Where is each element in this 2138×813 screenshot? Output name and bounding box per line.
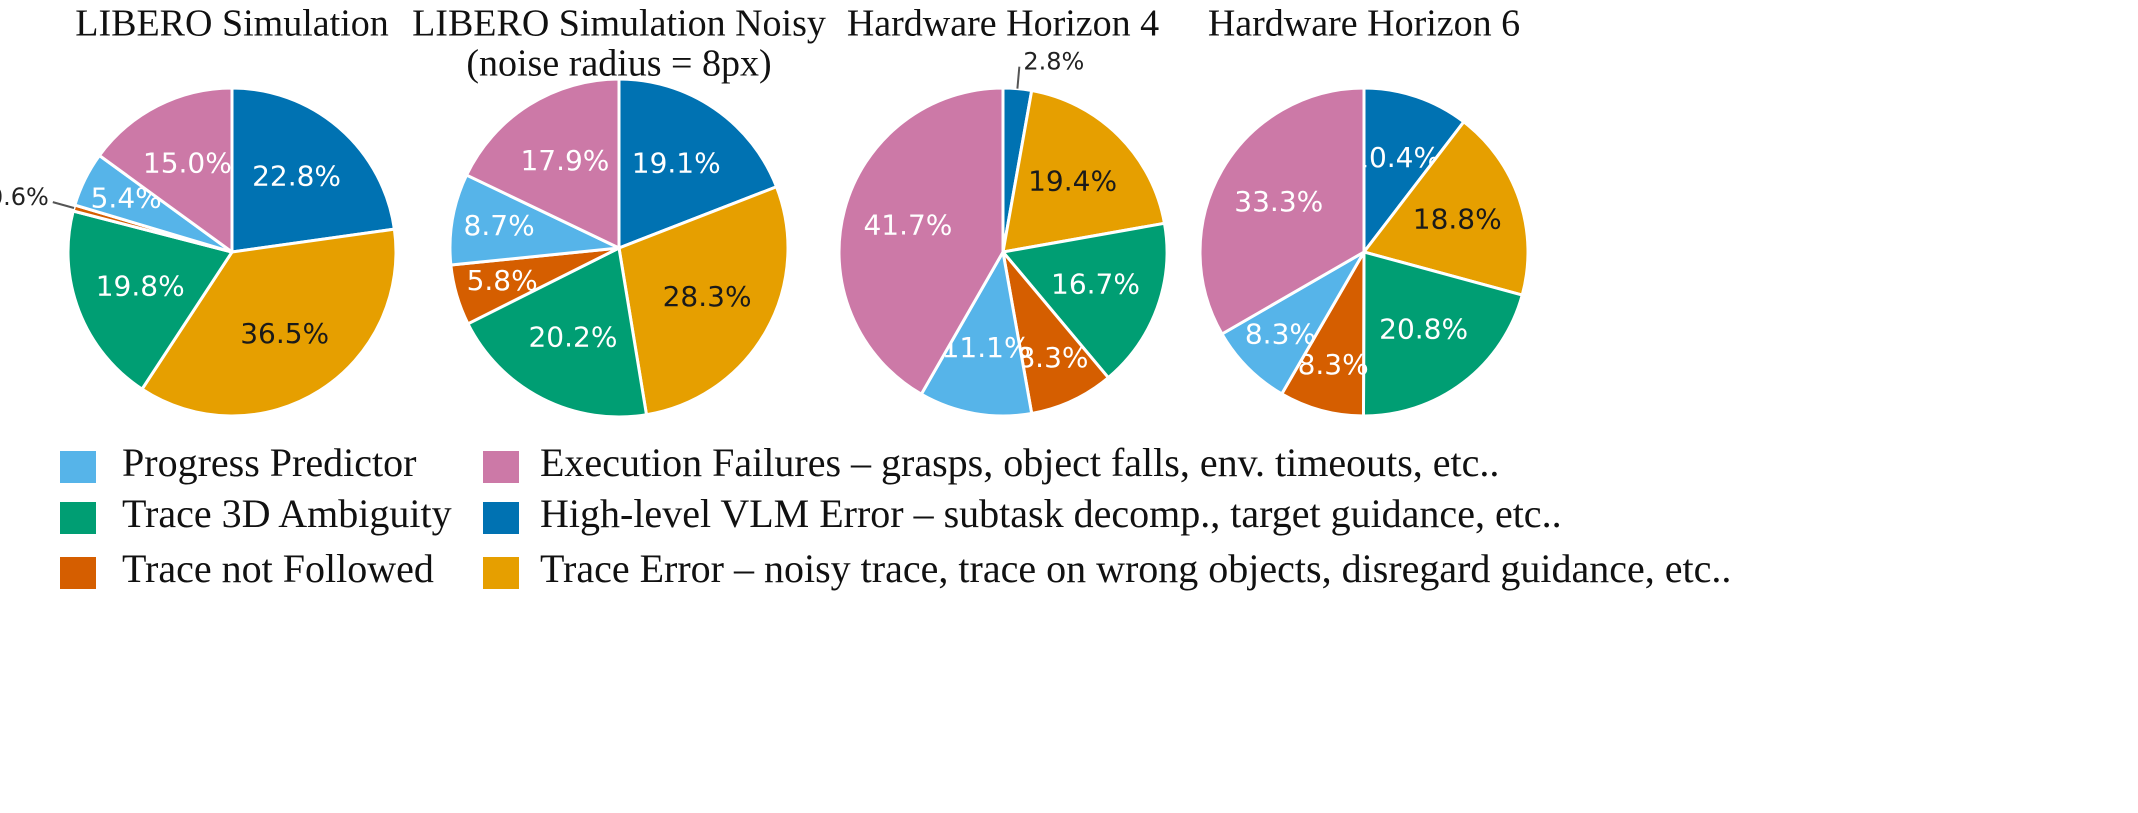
pie-chart-1: LIBERO Simulation22.8%36.5%19.8%0.6%5.4%…: [0, 3, 398, 418]
pie-slice-execution-failures: [97, 86, 234, 254]
slice-label: 10.4%: [1351, 141, 1440, 174]
pie-slice-trace-error: [140, 227, 398, 418]
legend-item-high-level-vlm-error: High-level VLM Error – subtask decomp., …: [483, 491, 1562, 536]
slice-label: 8.3%: [1017, 341, 1088, 374]
legend-item-progress-predictor: Progress Predictor: [60, 440, 416, 485]
pie-slice-trace-error: [1001, 89, 1166, 254]
legend-swatch: [60, 502, 96, 534]
slice-label: 15.0%: [143, 146, 232, 179]
slice-label: 20.2%: [528, 320, 617, 353]
pie-chart-4: Hardware Horizon 6 10.4% 18.8% 20.8% 8.3%8.3…: [1198, 3, 1530, 418]
pie-slice-trace-not-followed: [1001, 250, 1110, 415]
slice-label: 8.3%: [1245, 317, 1316, 350]
slice-label: 8.7%: [464, 209, 535, 242]
pie-slice-trace-error: [1362, 120, 1530, 297]
pie-slice-high-level-vlm-error: [1362, 86, 1466, 254]
slice-label: 36.5%: [240, 317, 329, 350]
legend-item-trace-3d-ambiguity: Trace 3D Ambiguity: [60, 491, 452, 536]
slice-label: 41.7%: [863, 209, 952, 242]
legend-swatch: [483, 557, 519, 589]
slice-label: 18.8%: [1413, 203, 1502, 236]
pie-slice-trace-error: [617, 185, 790, 417]
legend-swatch: [483, 502, 519, 534]
pie-slice-trace-not-followed: [1280, 250, 1366, 418]
slice-label: 19.4%: [1028, 164, 1117, 197]
slice-label: 19.1%: [632, 146, 721, 179]
chart-title: LIBERO Simulation: [75, 3, 389, 45]
slice-label: 33.3%: [1234, 185, 1323, 218]
slice-label: 19.8%: [96, 269, 185, 302]
legend-swatch: [60, 557, 96, 589]
slice-label: 28.3%: [663, 280, 752, 313]
pie-chart-3: Hardware Horizon 4 2.8% 19.4% 16.7% 8.3%11.1…: [837, 3, 1169, 418]
pie-slice-trace-3d-ambiguity: [1361, 250, 1524, 418]
pie-slice-trace-3d-ambiguity: [466, 246, 648, 419]
slice-label: 8.3%: [1298, 348, 1369, 381]
pie-slice-progress-predictor: [1220, 250, 1366, 396]
legend-label: Trace 3D Ambiguity: [122, 491, 452, 536]
pie-slice-high-level-vlm-error: [617, 77, 779, 250]
slice-label: 2.8%: [1023, 48, 1084, 76]
slice-leader-line: [52, 201, 75, 209]
pie-slice-trace-3d-ambiguity: [1001, 221, 1169, 380]
chart-title: Hardware Horizon 6: [1208, 3, 1520, 45]
legend-label: High-level VLM Error – subtask decomp., …: [540, 491, 1562, 536]
pie-slice-high-level-vlm-error: [230, 86, 396, 254]
slice-leader-line: [1016, 66, 1021, 89]
pie-slice-trace-3d-ambiguity: [66, 209, 234, 391]
slice-label: 5.8%: [467, 264, 538, 297]
slice-label: 0.6%: [0, 183, 49, 211]
chart-title: LIBERO Simulation Noisy: [412, 3, 826, 45]
legend-label: Trace not Followed: [122, 546, 434, 591]
pie-chart-2: LIBERO Simulation Noisy(noise radius = 8…: [412, 3, 826, 419]
pie-slice-execution-failures: [837, 86, 1005, 396]
slice-label: 16.7%: [1051, 268, 1140, 301]
legend-item-trace-error: Trace Error – noisy trace, trace on wron…: [483, 546, 1731, 591]
legend-label: Execution Failures – grasps, object fall…: [540, 440, 1499, 485]
legend-swatch: [60, 451, 96, 483]
pie-charts: LIBERO Simulation22.8%36.5%19.8%0.6%5.4%…: [0, 3, 1530, 419]
slice-label: 22.8%: [252, 160, 341, 193]
slice-label: 11.1%: [942, 331, 1031, 364]
pie-slice-execution-failures: [465, 77, 621, 250]
slice-label: 17.9%: [520, 144, 609, 177]
pie-slice-progress-predictor: [919, 250, 1034, 418]
chart-title: Hardware Horizon 4: [847, 3, 1159, 45]
pie-slice-progress-predictor: [448, 173, 621, 267]
legend-item-execution-failures: Execution Failures – grasps, object fall…: [483, 440, 1499, 485]
legend: Progress Predictor Trace 3D Ambiguity Trac…: [60, 440, 1731, 591]
legend-item-trace-not-followed: Trace not Followed: [60, 546, 434, 591]
legend-label: Trace Error – noisy trace, trace on wron…: [540, 546, 1731, 591]
pie-slice-execution-failures: [1198, 86, 1366, 336]
legend-swatch: [483, 451, 519, 483]
legend-label: Progress Predictor: [122, 440, 416, 485]
slice-label: 20.8%: [1379, 312, 1468, 345]
